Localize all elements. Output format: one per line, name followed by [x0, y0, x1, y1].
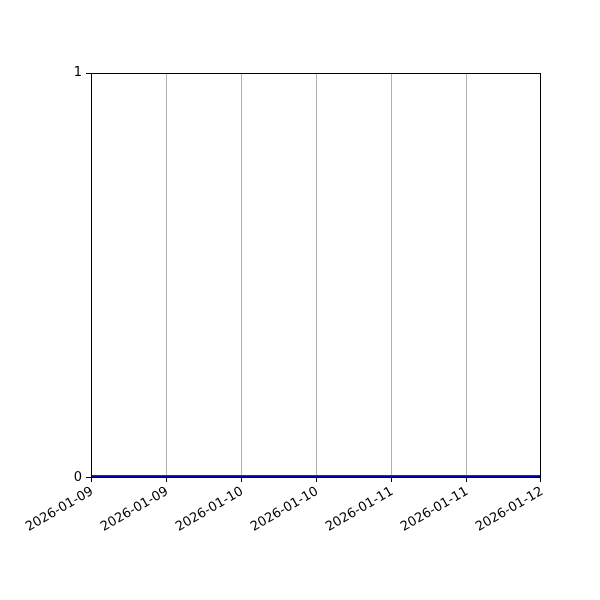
- x-tick-mark: [91, 477, 92, 482]
- x-tick-label: 2026-01-11: [323, 484, 397, 535]
- x-tick-label: 2026-01-12: [473, 484, 547, 535]
- gridline-vertical: [466, 74, 467, 477]
- x-tick-mark: [540, 477, 541, 482]
- x-tick-mark: [166, 477, 167, 482]
- x-tick-label: 2026-01-09: [23, 484, 97, 535]
- y-tick-mark: [86, 73, 91, 74]
- x-tick-mark: [316, 477, 317, 482]
- x-tick-label: 2026-01-10: [173, 484, 247, 535]
- gridline-vertical: [391, 74, 392, 477]
- x-tick-label: 2026-01-10: [248, 484, 322, 535]
- x-tick-mark: [391, 477, 392, 482]
- gridline-vertical: [241, 74, 242, 477]
- y-tick-label: 0: [73, 470, 82, 485]
- x-tick-label: 2026-01-09: [98, 484, 172, 535]
- plot-area: [91, 73, 541, 478]
- x-tick-label: 2026-01-11: [398, 484, 472, 535]
- data-series-line: [92, 475, 540, 478]
- y-tick-label: 1: [73, 65, 82, 80]
- x-tick-mark: [466, 477, 467, 482]
- gridline-vertical: [166, 74, 167, 477]
- x-tick-mark: [241, 477, 242, 482]
- y-tick-mark: [86, 477, 91, 478]
- gridline-vertical: [316, 74, 317, 477]
